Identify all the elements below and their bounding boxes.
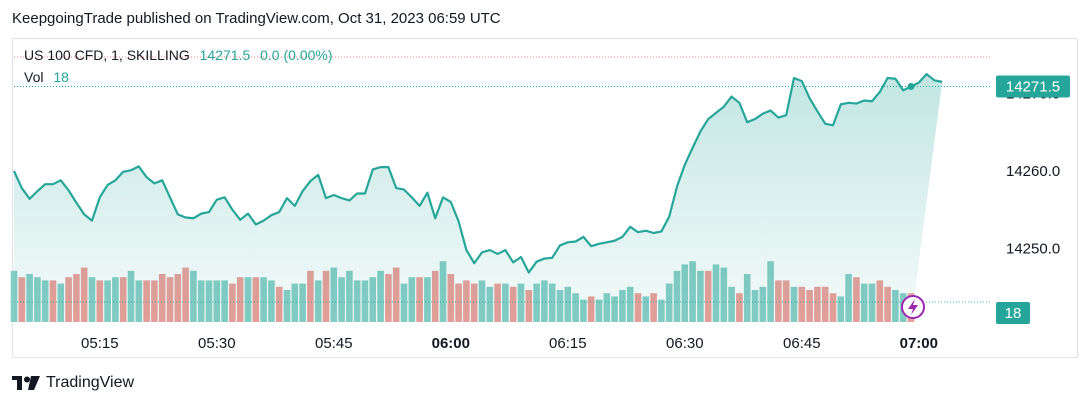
last-volume-label: 18 xyxy=(1005,305,1022,322)
tradingview-logo-icon xyxy=(12,376,40,390)
x-tick-label: 06:45 xyxy=(783,335,821,352)
publish-header: KeepgoingTrade published on TradingView.… xyxy=(12,10,501,27)
x-tick-label: 07:00 xyxy=(900,335,938,352)
x-tick-label: 06:30 xyxy=(666,335,704,352)
x-tick-label: 05:30 xyxy=(198,335,236,352)
y-tick-label: 14260.0 xyxy=(1006,163,1060,180)
price-area xyxy=(14,74,943,322)
price-change: 0.0 (0.00%) xyxy=(260,47,333,63)
last-price-label-box xyxy=(996,75,1070,98)
x-tick-label: 05:45 xyxy=(315,335,353,352)
footer-brand-text: TradingView xyxy=(46,374,135,391)
footer-brand: TradingView xyxy=(12,374,134,392)
x-tick-label: 06:00 xyxy=(432,335,470,352)
x-tick-label: 05:15 xyxy=(81,335,119,352)
last-price-label: 14271.5 xyxy=(1006,79,1060,96)
last-price: 14271.5 xyxy=(199,47,251,63)
y-tick-label: 14250.0 xyxy=(1006,241,1060,258)
lightning-bolt xyxy=(908,299,918,315)
volume-legend: Vol 18 xyxy=(24,69,69,85)
symbol-name: US 100 CFD, 1, SKILLING xyxy=(24,47,190,63)
volume-label: Vol xyxy=(24,69,44,85)
last-volume-label-box xyxy=(996,302,1030,324)
x-tick-label: 06:15 xyxy=(549,335,587,352)
chart-frame xyxy=(12,38,1078,358)
price-line xyxy=(12,73,943,274)
symbol-legend: US 100 CFD, 1, SKILLING 14271.5 0.0 (0.0… xyxy=(24,47,333,63)
volume-value: 18 xyxy=(53,69,69,85)
